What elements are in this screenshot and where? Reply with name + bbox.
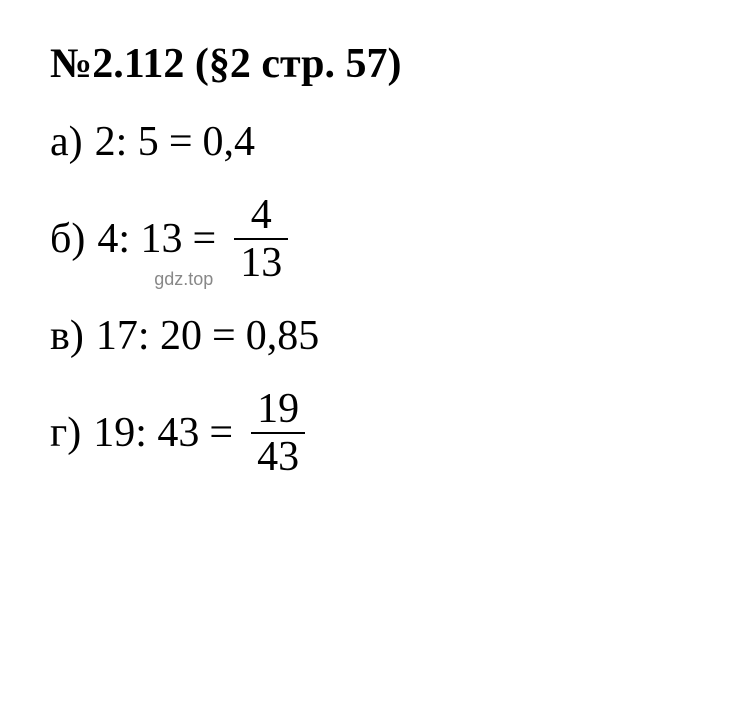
item-a-rhs: 0,4 [203,118,256,166]
item-b-denominator: 13 [234,238,288,284]
item-a-eq: = [169,118,193,166]
page: №2.112 (§2 стр. 57) а) 2: 5 = 0,4 б) 4: … [0,0,729,546]
item-b-label: б) [50,215,85,263]
item-g-numerator: 19 [251,388,305,432]
item-b: б) 4: 13 = 4 13 gdz.top [50,194,679,284]
problem-title: №2.112 (§2 стр. 57) [50,40,679,88]
item-g-eq: = [209,409,233,457]
item-g-denominator: 43 [251,432,305,478]
item-g-fraction: 19 43 [251,388,305,478]
item-a-lhs: 2: 5 [95,118,159,166]
item-b-fraction: 4 13 gdz.top [234,194,288,284]
item-v-label: в) [50,312,84,360]
item-v: в) 17: 20 = 0,85 [50,312,679,360]
item-g: г) 19: 43 = 19 43 [50,388,679,478]
item-g-label: г) [50,409,81,457]
item-v-lhs: 17: 20 [96,312,202,360]
item-b-lhs: 4: 13 [97,215,182,263]
watermark-text: gdz.top [154,270,213,288]
item-a: а) 2: 5 = 0,4 [50,118,679,166]
item-b-eq: = [193,215,217,263]
item-b-numerator: 4 [245,194,278,238]
item-a-label: а) [50,118,83,166]
item-g-lhs: 19: 43 [93,409,199,457]
item-v-eq: = [212,312,236,360]
item-v-rhs: 0,85 [246,312,320,360]
